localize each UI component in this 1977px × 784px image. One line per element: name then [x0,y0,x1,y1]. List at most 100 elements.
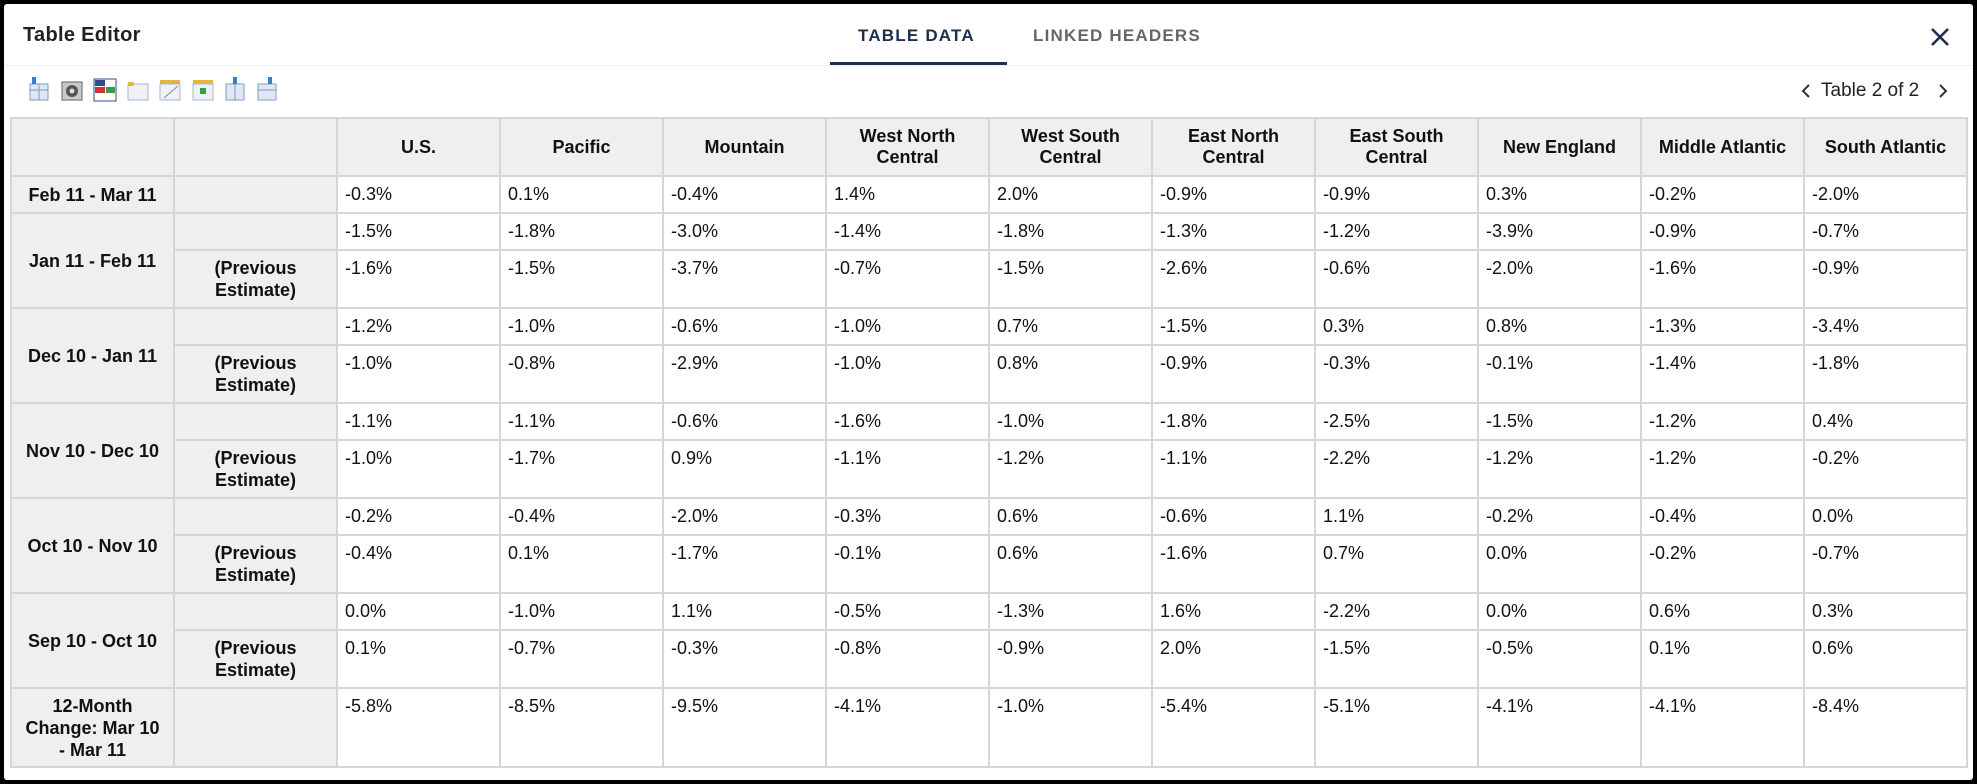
column-header: Middle Atlantic [1640,117,1805,177]
cell: -0.4% [662,175,827,214]
cell: -1.5% [1151,307,1316,346]
cell: -0.4% [499,497,664,536]
cell: 0.1% [1640,629,1805,689]
column-header: New England [1477,117,1642,177]
row-subheader: (Previous Estimate) [173,344,338,404]
cell: -2.0% [662,497,827,536]
tab[interactable]: LINKED HEADERS [1033,26,1201,45]
data-row: Feb 11 - Mar 11 -0.3% 0.1% -0.4% 1.4% 2.0% -0.… [10,175,1968,214]
tool-icon[interactable] [192,80,214,101]
cell: 0.1% [499,534,664,594]
cell: -1.3% [1151,212,1316,251]
data-row: Sep 10 - Oct 10 0.0% -1.0% 1.1% -0.5% -1.3% 1.… [10,592,1968,689]
cell: -9.5% [662,687,827,768]
cell: -1.5% [1314,629,1479,689]
tool-icon[interactable] [93,78,117,102]
tool-icon[interactable] [159,80,181,101]
tool-icon[interactable] [257,77,277,101]
row-group-header: Sep 10 - Oct 10 [10,592,175,689]
cell: -0.7% [825,249,990,309]
row-subheader [173,307,338,346]
cell: 0.3% [1803,592,1968,631]
cell: 0.1% [499,175,664,214]
cell: -0.9% [1151,175,1316,214]
cell: -1.8% [1151,402,1316,441]
cell: -1.0% [988,402,1153,441]
cell: -0.4% [336,534,501,594]
data-row: Oct 10 - Nov 10 -0.2% -0.4% -2.0% -0.3% 0.6% -… [10,497,1968,594]
tool-icon[interactable] [225,77,245,101]
row-group-header: Nov 10 - Dec 10 [10,402,175,499]
close-button[interactable] [1929,26,1951,48]
cell: -1.6% [336,249,501,309]
cell: -1.4% [825,212,990,251]
cell: 0.6% [988,497,1153,536]
tab[interactable]: TABLE DATA [858,26,975,45]
cell: 0.6% [988,534,1153,594]
cell: -0.9% [1314,175,1479,214]
row-group-header: Jan 11 - Feb 11 [10,212,175,309]
row-subheader: (Previous Estimate) [173,534,338,594]
cell: 1.1% [1314,497,1479,536]
header-row: U.S. Pacific Mountain West North Central Wes… [10,117,1968,177]
cell: -0.3% [825,497,990,536]
data-row: Nov 10 - Dec 10 -1.1% -1.1% -0.6% -1.6% -1.0%… [10,402,1968,499]
cell: -3.9% [1477,212,1642,251]
dialog: Table Editor TABLE DATA LINKED HEADERS T… [4,4,1973,780]
cell: -0.2% [1640,534,1805,594]
tool-icon[interactable] [127,82,149,101]
cell: -1.6% [825,402,990,441]
tab-indicator [830,62,1007,65]
tool-icon[interactable] [29,77,49,101]
cell: -0.6% [1314,249,1479,309]
cell: -0.2% [1803,439,1968,499]
pager-label: Table 2 of 2 [1821,80,1920,101]
dialog-title: Table Editor [23,24,141,46]
row-group-header: Oct 10 - Nov 10 [10,497,175,594]
cell: -1.3% [988,592,1153,631]
cell: -0.3% [1314,344,1479,404]
cell: -1.4% [1640,344,1805,404]
cell: -1.8% [499,212,664,251]
cell: -2.5% [1314,402,1479,441]
cell: -0.4% [1640,497,1805,536]
cell: 0.0% [1477,534,1642,594]
corner-cell [173,117,338,177]
cell: -1.7% [662,534,827,594]
cell: -8.5% [499,687,664,768]
row-subheader [173,592,338,631]
cell: -1.5% [1477,402,1642,441]
cell: -0.2% [336,497,501,536]
next-button[interactable] [1936,82,1950,100]
cell: 0.6% [1640,592,1805,631]
cell: -0.9% [1640,212,1805,251]
cell: -1.0% [499,307,664,346]
tool-icon[interactable] [61,81,83,101]
cell: -1.5% [499,249,664,309]
cell: -0.8% [499,344,664,404]
data-row: (Previous Estimate) 0.1% -0.7% -0.3% -0.8% -0… [11,629,1968,689]
data-row: Dec 10 - Jan 11 -1.2% -1.0% -0.6% -1.0% 0.7% -… [10,307,1968,404]
column-header: U.S. [336,117,501,177]
row-subheader [173,402,338,441]
cell: -2.2% [1314,592,1479,631]
cell: 0.9% [662,439,827,499]
cell: -1.0% [499,592,664,631]
cell: -3.0% [662,212,827,251]
cell: 2.0% [988,175,1153,214]
cell: -0.8% [825,629,990,689]
cell: -2.9% [662,344,827,404]
divider [4,65,1973,66]
cell: -1.5% [336,212,501,251]
column-header: South Atlantic [1803,117,1968,177]
cell: -5.8% [336,687,501,768]
data-row: (Previous Estimate) -1.0% -1.7% 0.9% -1.1% -1… [11,439,1968,499]
column-header: West South Central [988,117,1153,177]
cell: 0.8% [1477,307,1642,346]
cell: 0.6% [1803,629,1968,689]
previous-button[interactable] [1799,82,1813,100]
cell: -1.8% [1803,344,1968,404]
cell: 1.1% [662,592,827,631]
cell: 0.3% [1314,307,1479,346]
